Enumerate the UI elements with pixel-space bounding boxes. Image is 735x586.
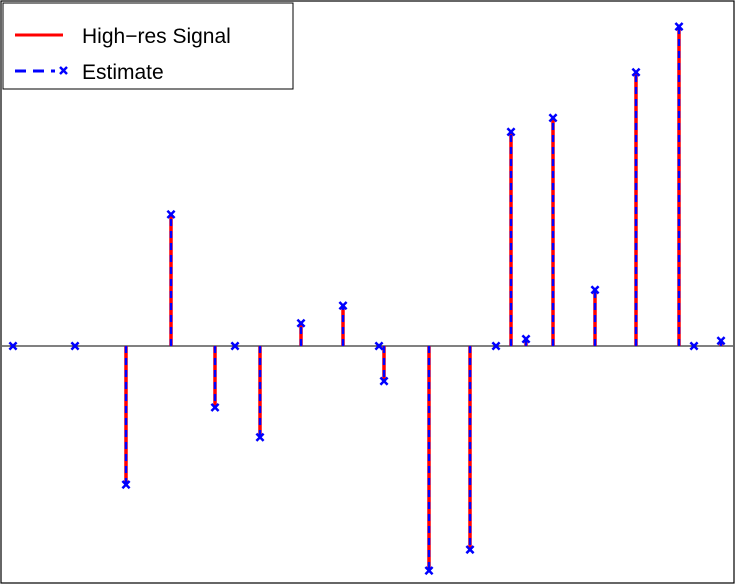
estimate-marker-stroke: [590, 285, 600, 295]
estimate-marker: [465, 545, 475, 555]
legend-label-estimate: Estimate: [82, 61, 164, 84]
estimate-marker-stroke: [548, 113, 558, 123]
estimate-marker-stroke: [689, 341, 699, 351]
chart-marks: [2, 22, 733, 576]
estimate-marker: [8, 341, 18, 351]
estimate-marker: [491, 341, 501, 351]
estimate-marker-stroke: [491, 341, 501, 351]
estimate-marker: [590, 285, 600, 295]
estimate-marker-stroke: [424, 566, 434, 576]
estimate-marker-stroke: [210, 402, 220, 412]
estimate-marker-stroke: [716, 336, 726, 346]
estimate-marker: [255, 432, 265, 442]
estimate-marker: [210, 402, 220, 412]
estimate-marker: [424, 566, 434, 576]
legend-box: [2, 2, 294, 90]
legend-label-high-res-signal: High−res Signal: [82, 25, 231, 48]
estimate-marker-stroke: [506, 127, 516, 137]
estimate-marker: [230, 341, 240, 351]
estimate-marker: [689, 341, 699, 351]
estimate-marker-stroke: [374, 341, 384, 351]
estimate-marker: [374, 341, 384, 351]
estimate-marker: [674, 22, 684, 32]
estimate-marker-stroke: [230, 341, 240, 351]
estimate-marker: [338, 301, 348, 311]
estimate-marker-stroke: [465, 545, 475, 555]
estimate-marker: [521, 334, 531, 344]
estimate-marker-stroke: [296, 318, 306, 328]
estimate-marker: [631, 67, 641, 77]
legend-x-marker: [59, 66, 68, 75]
estimate-marker-stroke: [70, 341, 80, 351]
estimate-marker-stroke: [8, 341, 18, 351]
estimate-marker-stroke: [166, 209, 176, 219]
estimate-marker: [70, 341, 80, 351]
estimate-marker-stroke: [379, 376, 389, 386]
estimate-marker: [716, 336, 726, 346]
estimate-marker-stroke: [338, 301, 348, 311]
estimate-marker: [548, 113, 558, 123]
estimate-marker: [296, 318, 306, 328]
estimate-marker-stroke: [121, 480, 131, 490]
estimate-marker: [506, 127, 516, 137]
estimate-marker: [379, 376, 389, 386]
estimate-marker-stroke: [674, 22, 684, 32]
estimate-marker-stroke: [255, 432, 265, 442]
legend: High−res Signal Estimate: [2, 2, 294, 90]
estimate-marker: [121, 480, 131, 490]
estimate-marker: [166, 209, 176, 219]
estimate-marker-stroke: [521, 334, 531, 344]
estimate-marker-stroke: [631, 67, 641, 77]
